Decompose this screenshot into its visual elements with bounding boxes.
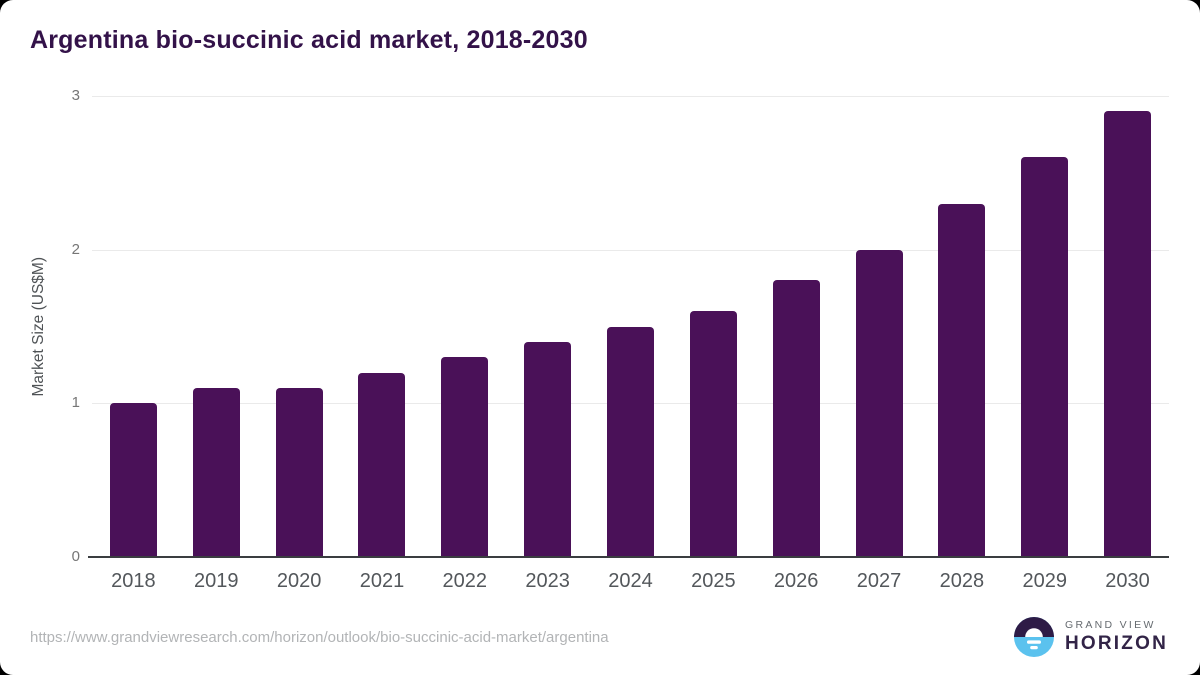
bar-slot [589,96,672,557]
bar-2026 [772,280,820,557]
x-tick-label: 2026 [773,569,819,592]
bar-slot [838,96,921,557]
gridline [92,96,1169,97]
x-tick-label: 2029 [1022,569,1067,592]
source-url: https://www.grandviewresearch.com/horizo… [30,629,609,646]
x-tick-label: 2028 [939,569,985,592]
bar-2030 [1104,111,1152,557]
bar-slot [672,96,755,557]
bar-slot [920,96,1003,557]
logo-line2: HORIZON [1064,633,1168,654]
logo-text: GRAND VIEW HORIZON [1065,619,1168,655]
x-tick-label: 2027 [856,569,902,592]
bar-slot [1086,96,1169,557]
horizon-sun-over-water-icon [1013,617,1054,657]
gridline [92,249,1169,251]
x-tick-label: 2020 [276,569,322,592]
x-tick-label: 2024 [608,569,653,592]
y-axis-ticks: 0 1 2 3 [40,88,80,565]
bar-2018 [109,403,157,557]
bar-2020 [275,387,323,557]
x-tick-label: 2018 [111,569,156,592]
chart-title: Argentina bio-succinic acid market, 2018… [30,26,588,54]
x-axis-line [88,556,1169,558]
bar-slot [341,96,424,557]
bar-slot [755,96,838,557]
bar-2024 [606,326,654,557]
bar-2028 [938,203,986,557]
y-tick-label: 1 [71,394,80,412]
bar-2029 [1021,157,1069,557]
bar-2021 [358,372,406,557]
y-tick-label: 0 [71,548,80,565]
logo-line1: GRAND VIEW [1064,619,1156,631]
bars [92,96,1169,557]
y-tick-label: 3 [71,87,80,104]
bar-2027 [855,249,903,557]
x-tick-label: 2021 [359,569,405,592]
bar-2022 [441,357,489,557]
bar-slot [506,96,589,557]
plot-area [88,96,1169,558]
x-tick-label: 2023 [525,569,570,592]
bar-slot [423,96,506,557]
bar-2025 [689,311,737,557]
brand-logo: GRAND VIEW HORIZON [1013,617,1168,657]
x-axis-labels: 2018 2019 2020 2021 2022 2023 2024 2025 2026 2027… [92,567,1169,595]
bar-2019 [192,387,240,557]
x-tick-label: 2019 [194,569,239,592]
bar-2023 [524,341,572,557]
bar-slot [258,96,341,557]
bar-slot [1003,96,1086,557]
x-tick-label: 2030 [1105,569,1150,592]
bar-slot [92,96,175,557]
footer: https://www.grandviewresearch.com/horizo… [0,615,1200,675]
bar-slot [175,96,258,557]
x-tick-label: 2022 [442,569,488,592]
x-tick-label: 2025 [691,569,736,592]
y-tick-label: 2 [71,240,80,258]
